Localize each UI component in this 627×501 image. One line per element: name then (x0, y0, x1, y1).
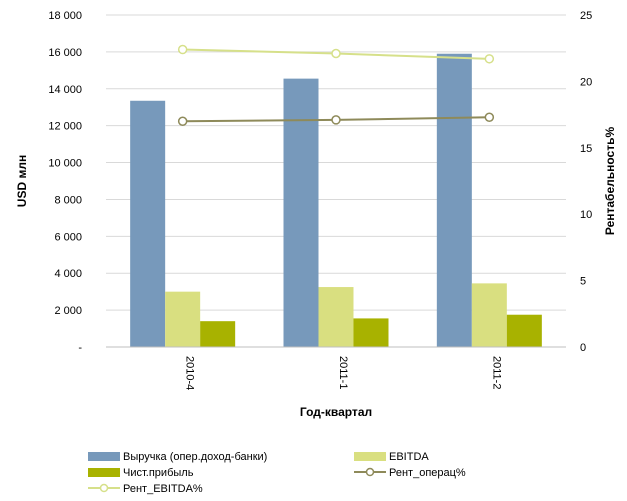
y-tick-label: 2 000 (54, 305, 82, 317)
y-tick-label: - (78, 342, 82, 354)
line-point (485, 113, 493, 121)
x-tick-label: 2011-1 (337, 356, 349, 389)
bars (130, 54, 542, 347)
y-tick-label: 14 000 (48, 84, 82, 96)
legend-marker (367, 469, 374, 476)
bar-1 (437, 54, 472, 347)
bar-1 (130, 101, 165, 347)
bar-2 (319, 287, 354, 347)
bar-3 (507, 315, 542, 347)
x-tick-label: 2011-2 (490, 356, 502, 389)
x-tick-label: 2010-4 (184, 356, 196, 390)
line-point (179, 117, 187, 125)
bar-2 (165, 292, 200, 347)
legend-swatch (88, 468, 120, 477)
line-point (332, 50, 340, 58)
bar-3 (354, 318, 389, 347)
y2-tick-label: 0 (580, 342, 586, 354)
y-tick-label: 6 000 (54, 231, 82, 243)
bar-1 (284, 79, 319, 347)
y-axis-title: USD млн (15, 155, 29, 207)
legend-label: Выручка (опер.доход-банки) (123, 451, 267, 463)
line-point (332, 116, 340, 124)
y-tick-label: 8 000 (54, 194, 82, 206)
legend-label: EBITDA (389, 451, 429, 463)
gridlines (106, 15, 566, 310)
legend-label: Рент_EBITDA% (123, 483, 203, 495)
legend-marker (101, 485, 108, 492)
legend-label: Рент_операц% (389, 467, 466, 479)
y-tick-label: 10 000 (48, 158, 82, 170)
line-point (179, 46, 187, 54)
y-tick-label: 16 000 (48, 47, 82, 59)
x-axis-title: Год-квартал (300, 405, 372, 419)
bar-2 (472, 283, 507, 347)
legend: Выручка (опер.доход-банки) EBITDA Чист.при… (88, 451, 466, 495)
y-tick-label: 12 000 (48, 121, 82, 133)
y2-tick-label: 25 (580, 10, 592, 22)
legend-swatch (354, 452, 386, 461)
y-tick-label: 18 000 (48, 10, 82, 22)
y2-tick-label: 15 (580, 143, 592, 155)
y2-axis-title: Рентабельность% (603, 127, 617, 236)
legend-swatch (88, 452, 120, 461)
bar-3 (200, 321, 235, 347)
y-tick-label: 4 000 (54, 268, 82, 280)
y2-tick-label: 10 (580, 209, 592, 221)
line-point (485, 55, 493, 63)
y2-tick-label: 5 (580, 276, 586, 288)
legend-label: Чист.прибыль (123, 467, 194, 479)
y2-tick-label: 20 (580, 76, 592, 88)
